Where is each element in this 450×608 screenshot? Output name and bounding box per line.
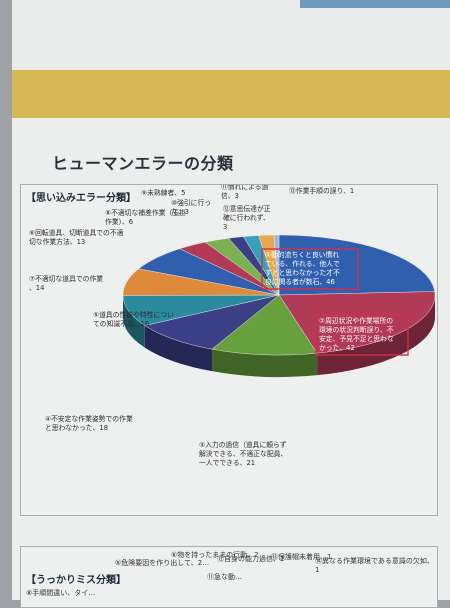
data-label-13: ⑬作業手順の誤り、1 [289,186,354,195]
bottom-label-7: ⑪急な動… [207,573,242,582]
yellow-header-band [12,70,450,118]
bottom-label-1: ⑤危険要因を作り出して、2… [115,559,209,568]
data-label-3: ③入力の過信（道具に頼らず解決できる、不適正な配員、一人でできる、21 [199,440,287,467]
page-title: ヒューマンエラーの分類 [52,150,234,174]
bottom-panel: 【うっかりミス分類】 ⑤危険要因を作り出して、2… ⑥物を持ったままの行動、2 … [20,546,438,608]
bottom-label-6: ⑧手順間違い、タイ… [26,589,95,598]
data-label-9: ⑨未熟練者、5 [141,188,185,197]
data-label-12: ⑫意思伝達が正確に行われず、3 [223,204,271,231]
data-label-11: ⑪慣れによる過信、3 [221,185,269,200]
pie-chart: ①動的流ちくと良い慣れている、作れる、他人ですとと思わなかった才不良に関る者が数… [21,185,437,515]
data-label-10: ⑩強引に行った、3 [171,198,211,216]
data-label-6: ⑦不適切な道具での作業、14 [29,274,103,292]
bottom-section-title: 【うっかりミス分類】 [26,571,126,586]
data-label-4: ④不安定な作業姿勢での作業と思わなかった、18 [45,414,133,432]
top-blue-strip [300,0,450,8]
data-label-7: ⑥回転道具、切断道具での不適切な作業方法、13 [29,228,124,246]
chart-panel: 【思い込みエラー分類】 ①動的流ちくと良い慣れている、作れる、他人ですとと思わな… [20,184,438,516]
bottom-label-5: ⑭異なる作業環境である意識の欠如、1 [315,557,437,575]
top-band [12,0,450,70]
